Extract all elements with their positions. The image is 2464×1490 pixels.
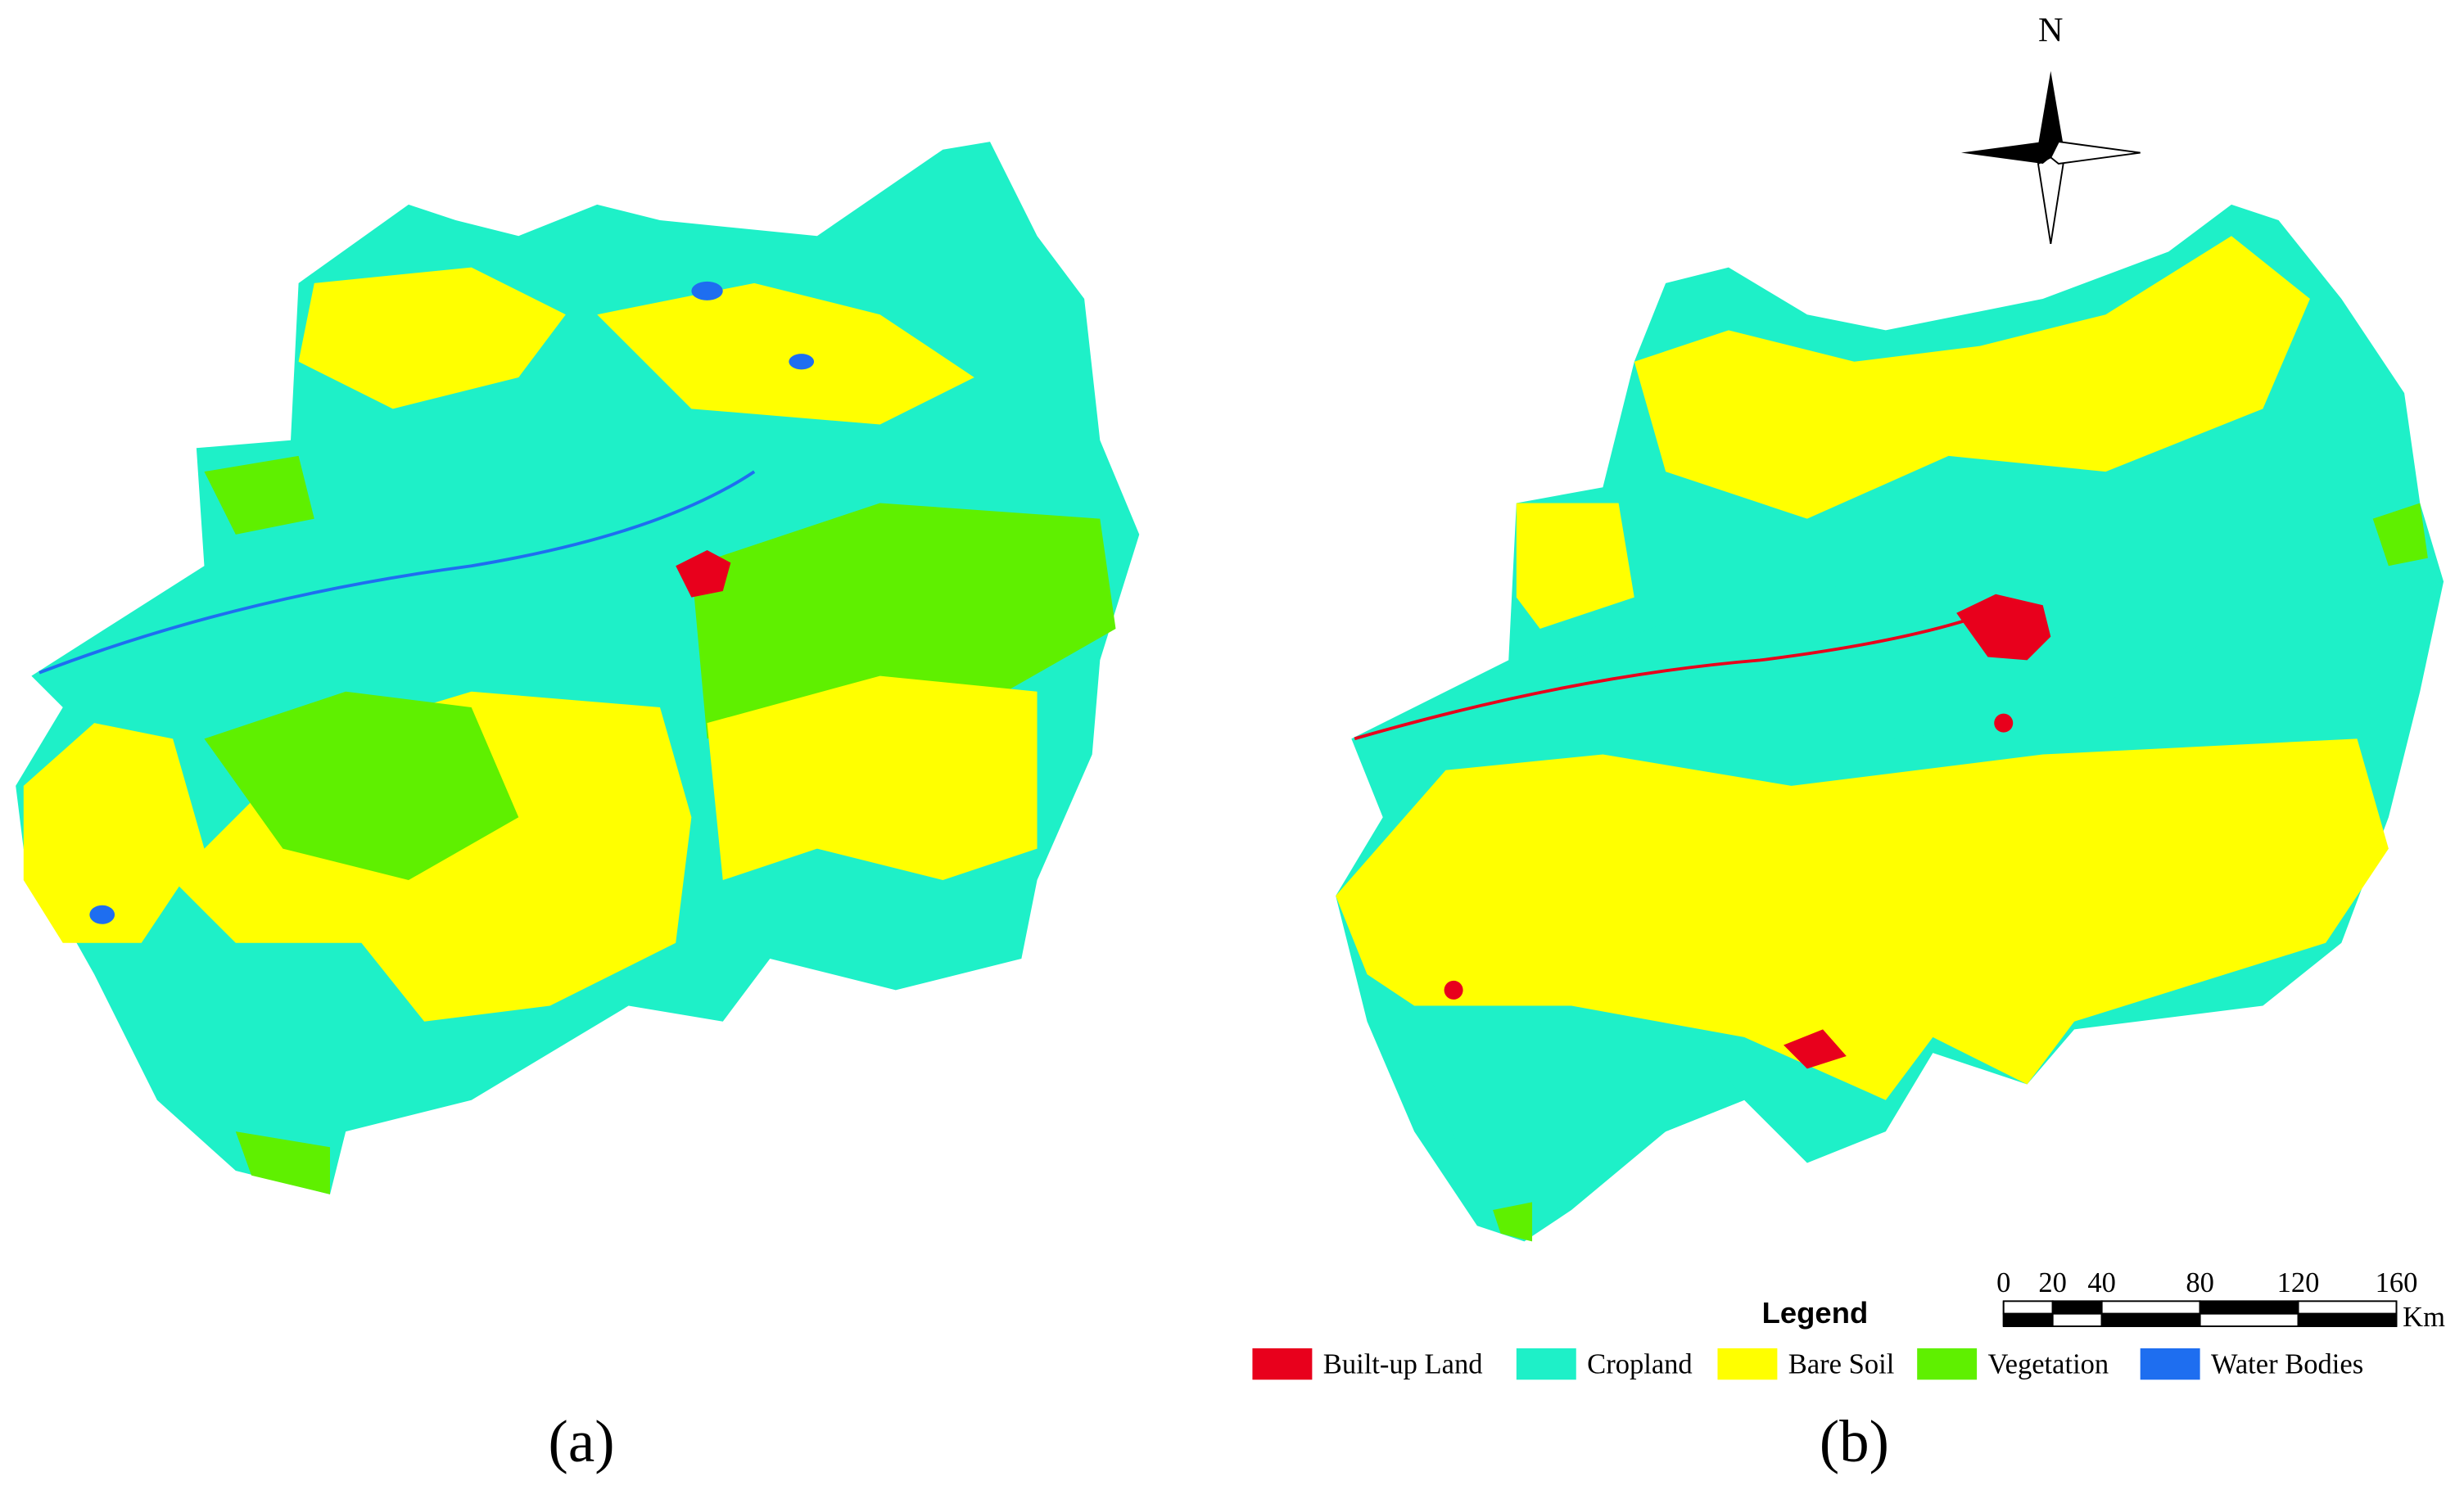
panel-label: (a) xyxy=(549,1408,615,1474)
legend-title: Legend xyxy=(1762,1296,1869,1330)
legend-label: Built-up Land xyxy=(1323,1349,1483,1380)
river xyxy=(38,470,756,675)
vegetation-patch xyxy=(1493,1202,1533,1242)
bare-soil-patch xyxy=(1336,738,2389,1100)
vegetation-patch xyxy=(204,455,314,535)
bare-soil-patch xyxy=(707,675,1038,881)
scale-label: 0 xyxy=(1996,1267,2010,1298)
vegetation-patch xyxy=(235,1131,330,1194)
map-a xyxy=(16,142,1140,1194)
legend-swatch xyxy=(1917,1348,1978,1380)
scale-segment xyxy=(2051,1300,2103,1315)
scale-label: 20 xyxy=(2038,1267,2067,1298)
legend-label: Vegetation xyxy=(1988,1349,2109,1380)
built-up-patch xyxy=(676,550,731,598)
scale-unit: Km xyxy=(2403,1302,2445,1333)
scale-segment xyxy=(2297,1312,2398,1327)
road xyxy=(1354,619,1965,741)
legend-label: Water Bodies xyxy=(2211,1349,2363,1380)
scale-label: 120 xyxy=(2277,1267,2320,1298)
bare-soil-patch xyxy=(23,723,205,943)
arrow-point xyxy=(1960,142,2051,164)
scale-segment xyxy=(2199,1300,2299,1315)
water-patch xyxy=(691,281,723,300)
arrow-point xyxy=(2037,156,2064,244)
arrow-point xyxy=(2050,141,2141,165)
arrow-point xyxy=(2037,70,2064,158)
vegetation-patch xyxy=(2372,503,2428,567)
built-up-patch xyxy=(1784,1029,1847,1069)
bare-soil-patch xyxy=(597,282,974,425)
scale-segment xyxy=(2199,1312,2299,1327)
scale-label: 160 xyxy=(2376,1267,2418,1298)
vegetation-patch xyxy=(204,691,519,881)
legend-swatch xyxy=(1252,1348,1313,1380)
scale-segment xyxy=(2002,1300,2054,1315)
vegetation-patch xyxy=(691,503,1116,739)
cropland-patch xyxy=(1414,1021,1745,1211)
scale-bar: 0 20 40 80 120 160 Km xyxy=(1996,1267,2445,1333)
built-up-patch xyxy=(1444,980,1463,1000)
legend-swatch xyxy=(1717,1348,1778,1380)
scale-segment xyxy=(2297,1300,2398,1315)
scale-label: 80 xyxy=(2186,1267,2214,1298)
scale-label: 40 xyxy=(2087,1267,2116,1298)
map-b xyxy=(1336,204,2444,1242)
built-up-patch xyxy=(1956,594,2051,661)
scale-segment xyxy=(2051,1312,2103,1327)
legend-swatch xyxy=(2140,1348,2200,1380)
built-up-patch xyxy=(1994,713,2014,733)
bare-soil-patch xyxy=(1516,503,1634,629)
legend-swatch xyxy=(1516,1348,1576,1380)
legend-label: Bare Soil xyxy=(1788,1349,1894,1380)
bare-soil-patch xyxy=(1634,236,2310,519)
scale-segment xyxy=(2100,1312,2201,1327)
north-label: N xyxy=(2038,11,2063,49)
panel-label: (b) xyxy=(1820,1408,1889,1474)
scale-segment xyxy=(2002,1312,2054,1327)
north-arrow: N xyxy=(1960,11,2141,244)
legend-label: Cropland xyxy=(1587,1349,1693,1380)
bare-soil-patch xyxy=(298,267,566,409)
scale-segment xyxy=(2100,1300,2201,1315)
water-patch xyxy=(789,354,815,370)
legend: Built-up Land Cropland Bare Soil Vegetation… xyxy=(1252,1348,2363,1380)
water-patch xyxy=(89,905,115,924)
